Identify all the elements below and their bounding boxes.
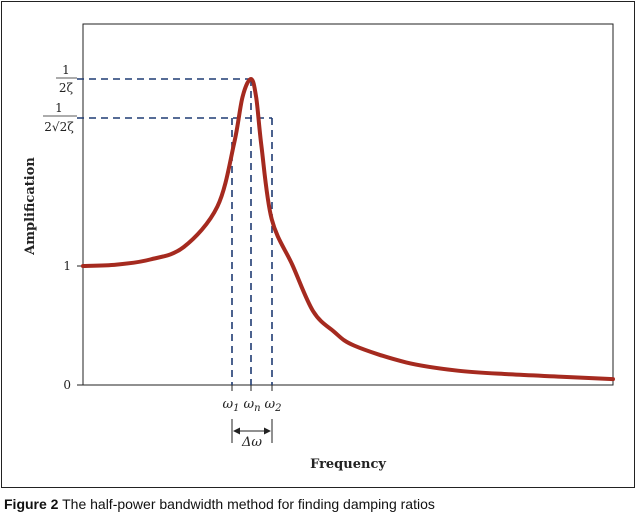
bandwidth-label: Δω — [241, 435, 262, 450]
omega2-label: ω2 — [265, 397, 282, 414]
y-axis-title: Amplification — [23, 157, 38, 256]
chart: 0 1 1 2ζ 1 2√2ζ ω1 ωn ω2 Δω Amplificatio… — [23, 23, 615, 472]
half-power-label-denominator: 2√2ζ — [44, 120, 74, 134]
bandwidth-arrow-right-head — [264, 427, 271, 435]
figure-caption: Figure 2 The half-power bandwidth method… — [4, 496, 435, 512]
peak-label-numerator: 1 — [62, 63, 70, 77]
caption-text: The half-power bandwidth method for find… — [62, 496, 435, 512]
bandwidth-arrow-left-head — [233, 427, 240, 435]
y-tick-label-0: 0 — [63, 378, 71, 392]
half-power-label-numerator: 1 — [55, 101, 63, 115]
peak-label-denominator: 2ζ — [59, 81, 74, 95]
y-tick-label-1: 1 — [63, 259, 71, 273]
response-curve — [81, 77, 615, 382]
x-axis-title: Frequency — [310, 457, 386, 472]
plot-frame — [82, 23, 614, 386]
omega1-label: ω1 — [223, 397, 240, 414]
omegan-label: ωn — [243, 397, 260, 414]
caption-label: Figure 2 — [4, 496, 59, 512]
figure-frame — [1, 1, 635, 488]
